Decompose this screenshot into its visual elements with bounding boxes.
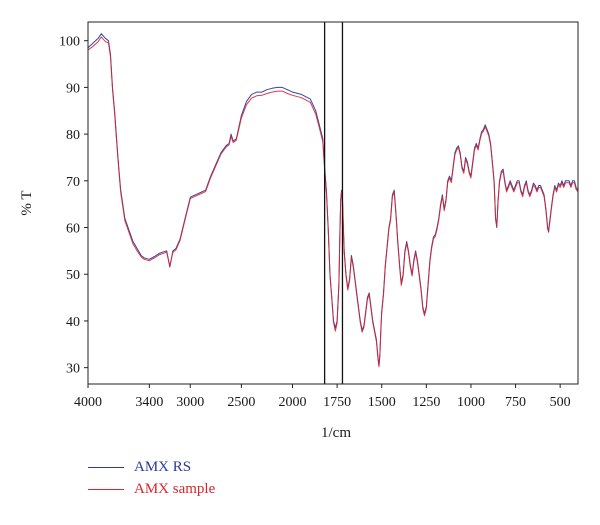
legend-label-amx-sample: AMX sample [134, 480, 216, 497]
y-tick-label: 100 [59, 35, 80, 50]
x-tick-label: 750 [505, 395, 526, 410]
y-tick-label: 60 [66, 222, 80, 237]
y-tick-label: 80 [66, 128, 80, 143]
legend-label-amx-rs: AMX RS [134, 458, 192, 475]
y-tick-label: 50 [66, 268, 80, 283]
x-tick-label: 3400 [135, 395, 163, 410]
plot-frame [87, 21, 579, 385]
x-tick-label: 1750 [323, 395, 351, 410]
x-axis-label: 1/cm [321, 425, 351, 441]
y-tick-label: 90 [66, 81, 80, 96]
y-tick-label: 70 [66, 175, 80, 190]
reference-lines [323, 22, 344, 384]
x-tick-label: 3000 [176, 395, 204, 410]
y-tick-label: 40 [66, 315, 80, 330]
legend: AMX RS AMX sample [88, 456, 215, 500]
axis-ticks: 4000 3400 3000 2500 2000 1750 1500 1250 1000 750 5… [59, 35, 571, 410]
x-tick-label: 2500 [227, 395, 255, 410]
legend-item-amx-sample: AMX sample [88, 478, 215, 500]
x-tick-label: 1250 [412, 395, 440, 410]
series-layer [87, 33, 579, 368]
legend-swatch-amx-rs [88, 466, 124, 468]
x-tick-label: 1500 [368, 395, 396, 410]
legend-swatch-amx-sample [88, 488, 124, 490]
y-tick-label: 30 [66, 362, 80, 377]
series-line-amx-sample [87, 36, 579, 368]
x-tick-label: 500 [550, 395, 571, 410]
x-tick-label: 4000 [74, 395, 102, 410]
x-tick-label: 2000 [279, 395, 307, 410]
x-tick-label: 1000 [457, 395, 485, 410]
legend-item-amx-rs: AMX RS [88, 456, 215, 478]
y-axis-label: % T [19, 190, 35, 215]
